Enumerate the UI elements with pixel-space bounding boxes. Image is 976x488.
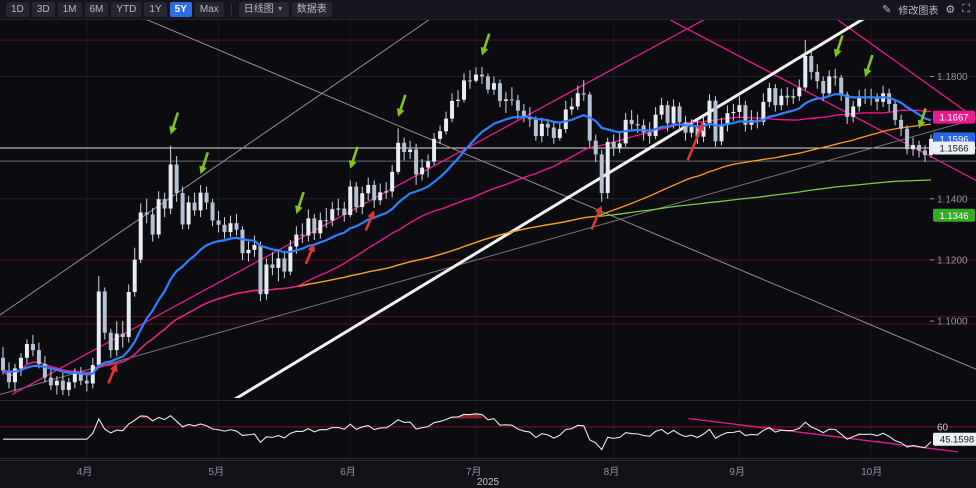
- chart-type-label: 日线图: [243, 3, 274, 15]
- ma-line-fast: [2, 93, 932, 376]
- range-button-3d[interactable]: 3D: [31, 2, 55, 17]
- ma-lines: [2, 109, 932, 378]
- sell-arrow[interactable]: [480, 33, 491, 56]
- chart-area[interactable]: 1.1800 1.1400 1.1200 1.1000 60 1.1667 1.1596 1.…: [0, 20, 976, 460]
- range-button-1m[interactable]: 1M: [57, 2, 82, 17]
- sell-arrow[interactable]: [169, 112, 180, 135]
- range-button-max[interactable]: Max: [194, 2, 224, 17]
- sell-arrow[interactable]: [917, 108, 927, 129]
- indicator-value-badge: 45.1598: [933, 432, 976, 446]
- indicator-trendline[interactable]: [688, 417, 959, 453]
- buy-arrow[interactable]: [590, 205, 603, 230]
- price-badge: 1.1566: [933, 141, 975, 155]
- price-badge: 1.1667: [933, 110, 975, 124]
- chart-toolbar: 1D 3D 1M 6M YTD 1Y 5Y Max 日线图 ▼ 数据表 ✎ 修改…: [0, 0, 976, 20]
- expand-icon[interactable]: ⛶: [962, 3, 970, 15]
- x-axis: 4月 5月 6月 7月 8月 9月 10月 2025: [0, 460, 976, 488]
- range-button-1d[interactable]: 1D: [6, 2, 29, 17]
- rsi-level-label: 60: [937, 422, 949, 433]
- x-axis-month-label: 8月: [603, 467, 620, 478]
- range-button-1y[interactable]: 1Y: [144, 2, 167, 17]
- svg-text:45.1598: 45.1598: [940, 435, 974, 446]
- ma-line-ma20: [2, 93, 932, 376]
- sell-arrow[interactable]: [348, 146, 359, 169]
- svg-text:1.1667: 1.1667: [939, 113, 968, 124]
- trend-lines[interactable]: [0, 20, 976, 404]
- price-tick-label: 1.1800: [937, 72, 968, 83]
- edit-icon[interactable]: ✎: [882, 4, 892, 16]
- trendline[interactable]: [144, 20, 976, 387]
- chevron-down-icon: ▼: [276, 5, 284, 13]
- x-axis-month-label: 9月: [729, 467, 745, 478]
- candlestick-series: [1, 40, 933, 396]
- data-table-button[interactable]: 数据表: [291, 2, 332, 17]
- ma-line-ma50: [2, 109, 932, 378]
- buy-arrow[interactable]: [107, 363, 118, 384]
- toolbar-divider: [230, 4, 232, 15]
- annotation-arrows[interactable]: [107, 33, 927, 384]
- candlestick-chart[interactable]: 1.18001.14001.12001.1000601.16671.15961.…: [0, 20, 976, 460]
- svg-text:1.1346: 1.1346: [939, 211, 968, 222]
- x-axis-month-label: 10月: [861, 467, 883, 478]
- gear-icon[interactable]: ⚙: [945, 4, 956, 16]
- sell-arrow[interactable]: [833, 35, 844, 58]
- svg-text:1.1596: 1.1596: [939, 134, 968, 145]
- x-axis-year-label: 2025: [476, 477, 500, 488]
- x-axis-month-label: 4月: [76, 467, 93, 478]
- trendline[interactable]: [228, 20, 899, 404]
- sell-arrow[interactable]: [863, 54, 874, 78]
- price-tick-label: 1.1400: [937, 194, 968, 205]
- buy-arrow[interactable]: [304, 243, 315, 265]
- rsi-overbought-fill: [140, 413, 482, 419]
- trendline[interactable]: [0, 107, 976, 395]
- trendline[interactable]: [0, 20, 431, 316]
- x-axis-month-label: 6月: [340, 467, 356, 478]
- range-button-5y[interactable]: 5Y: [169, 2, 192, 17]
- trendline[interactable]: [670, 20, 976, 186]
- svg-text:1.1566: 1.1566: [939, 144, 968, 155]
- price-axis-labels: 1.1800 1.1400 1.1200 1.1000 60: [930, 72, 968, 433]
- buy-arrow[interactable]: [364, 210, 375, 231]
- chart-type-dropdown[interactable]: 日线图 ▼: [238, 2, 289, 17]
- sell-arrow[interactable]: [199, 151, 210, 175]
- sell-arrow[interactable]: [295, 191, 305, 215]
- price-tick-label: 1.1000: [937, 317, 968, 328]
- x-axis-month-label: 5月: [208, 467, 225, 478]
- price-badge: 1.1346: [933, 208, 975, 222]
- range-button-ytd[interactable]: YTD: [111, 2, 142, 17]
- buy-arrow[interactable]: [686, 122, 705, 161]
- x-axis-month-label: 7月: [465, 467, 482, 478]
- sell-arrow[interactable]: [396, 94, 407, 117]
- rsi-line: [2, 413, 932, 451]
- price-tick-label: 1.1200: [937, 255, 968, 266]
- rsi-pane: [0, 413, 976, 453]
- range-button-6m[interactable]: 6M: [84, 2, 109, 17]
- modify-chart-button[interactable]: 修改图表: [898, 6, 939, 17]
